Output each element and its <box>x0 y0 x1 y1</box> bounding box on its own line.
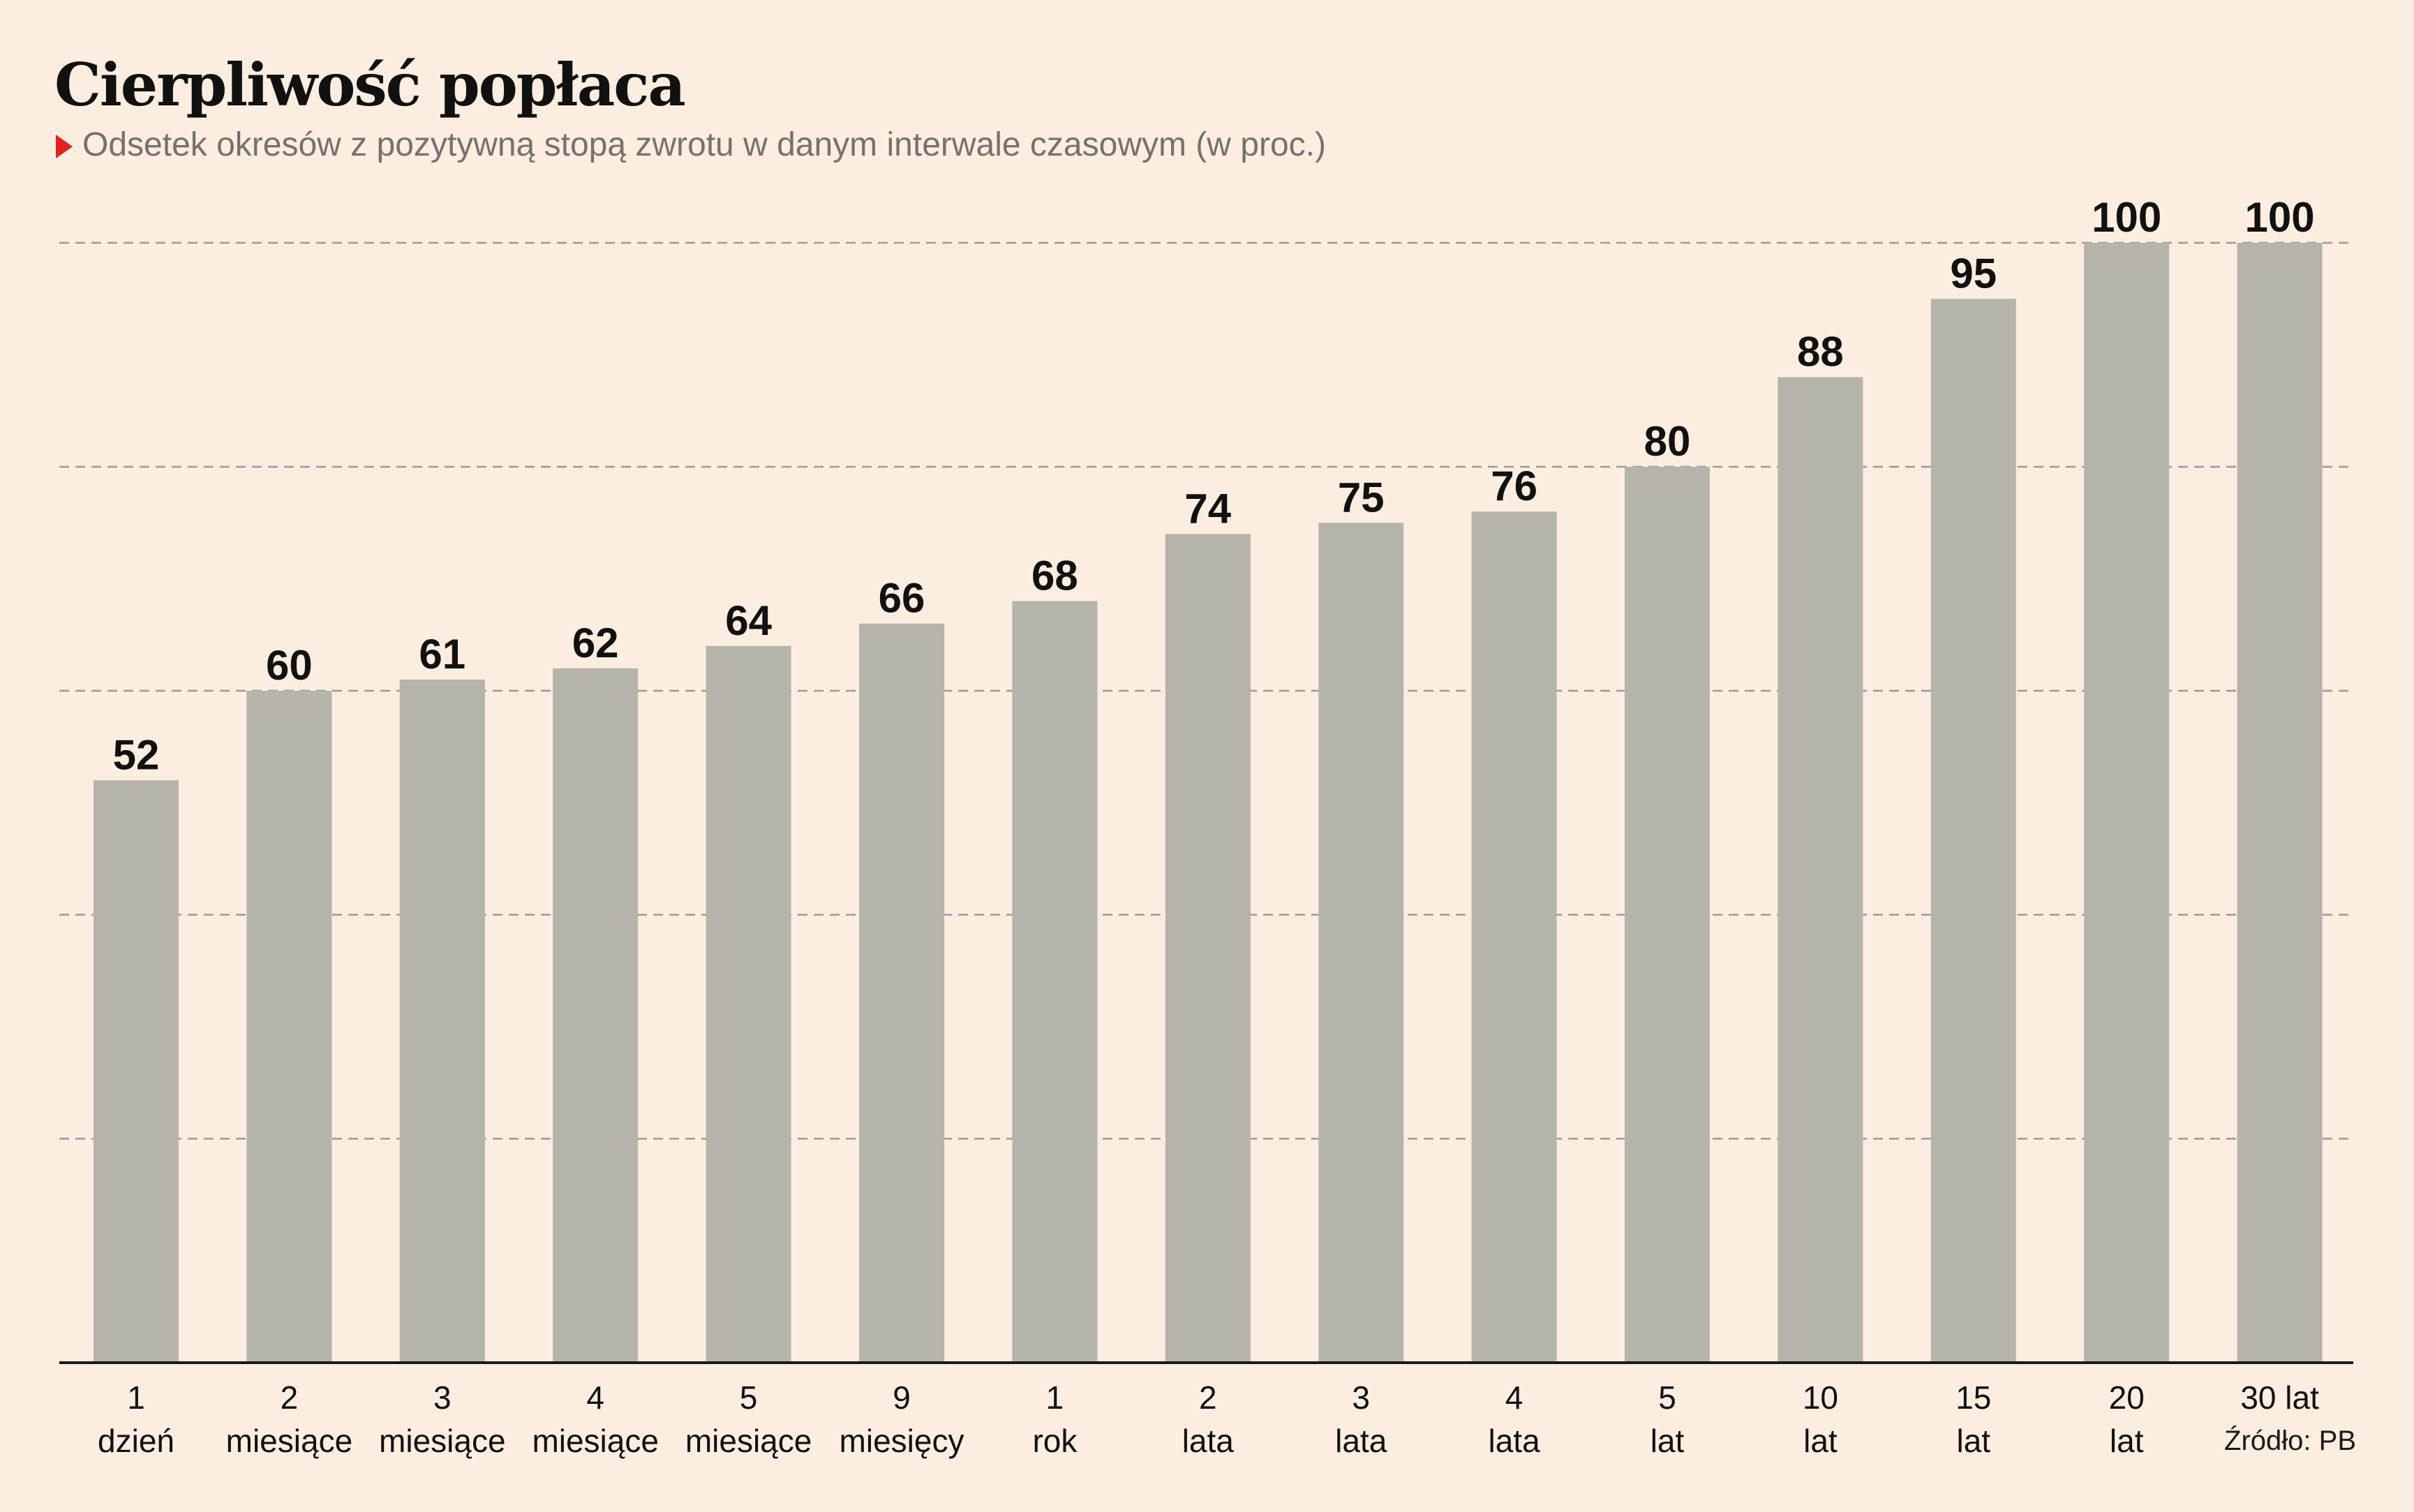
value-label-1: 60 <box>266 642 313 689</box>
category-label-9: 4 lata <box>1489 1379 1541 1459</box>
category-label-5: 9 miesięcy <box>840 1379 964 1459</box>
category-label-1-line-1: miesiące <box>226 1423 353 1459</box>
chart-subtitle-text: Odsetek okresów z pozytywną stopą zwrotu… <box>82 126 1326 163</box>
category-label-0-line-0: 1 <box>127 1379 145 1416</box>
category-label-2: 3 miesiące <box>379 1379 506 1459</box>
category-label-4: 5 miesiące <box>685 1379 812 1459</box>
category-label-5-line-1: miesięcy <box>840 1423 964 1459</box>
category-label-3-line-1: miesiące <box>532 1423 659 1459</box>
category-label-4-line-0: 5 <box>740 1379 758 1416</box>
value-label-2: 61 <box>419 631 465 678</box>
category-label-0-line-1: dzień <box>98 1423 174 1459</box>
source-note: Źródło: PB <box>2224 1425 2356 1456</box>
bar-11 <box>1778 377 1863 1363</box>
category-label-11-line-1: lat <box>1803 1423 1838 1459</box>
category-label-2-line-1: miesiące <box>379 1423 506 1459</box>
value-labels: 52 60 61 62 64 66 68 74 75 76 80 88 95 100 100 <box>113 194 2315 778</box>
bar-13 <box>2084 243 2170 1363</box>
value-label-14: 100 <box>2245 194 2315 241</box>
category-label-1: 2 miesiące <box>226 1379 353 1459</box>
category-label-7-line-1: lata <box>1182 1423 1235 1459</box>
value-label-13: 100 <box>2092 194 2161 241</box>
category-label-14-line-0: 30 lat <box>2240 1379 2319 1416</box>
category-label-4-line-1: miesiące <box>685 1423 812 1459</box>
bar-12 <box>1930 299 2016 1363</box>
category-label-6: 1 rok <box>1032 1379 1078 1459</box>
bar-3 <box>553 668 639 1363</box>
category-label-6-line-0: 1 <box>1046 1379 1064 1416</box>
bar-10 <box>1625 467 1710 1363</box>
category-label-8-line-0: 3 <box>1352 1379 1370 1416</box>
category-label-7: 2 lata <box>1182 1379 1235 1459</box>
value-label-12: 95 <box>1950 250 1997 297</box>
category-label-14: 30 lat <box>2240 1379 2319 1416</box>
value-label-11: 88 <box>1797 329 1844 375</box>
bar-4 <box>706 645 791 1363</box>
category-label-12-line-0: 15 <box>1955 1379 1991 1416</box>
category-label-0: 1 dzień <box>98 1379 174 1459</box>
category-label-13-line-1: lat <box>2110 1423 2144 1459</box>
bar-5 <box>859 623 944 1363</box>
value-label-6: 68 <box>1031 553 1078 599</box>
category-label-13: 20 lat <box>2109 1379 2145 1459</box>
category-label-8: 3 lata <box>1335 1379 1387 1459</box>
category-label-6-line-1: rok <box>1032 1423 1078 1459</box>
value-label-9: 76 <box>1491 463 1537 509</box>
chart-title: Cierpliwość popłaca <box>54 50 686 119</box>
value-label-0: 52 <box>113 731 160 778</box>
category-label-9-line-1: lata <box>1489 1423 1541 1459</box>
category-label-1-line-0: 2 <box>281 1379 299 1416</box>
category-label-8-line-1: lata <box>1335 1423 1387 1459</box>
bar-0 <box>94 780 179 1363</box>
value-label-7: 74 <box>1184 485 1231 532</box>
category-label-3-line-0: 4 <box>586 1379 604 1416</box>
category-label-9-line-0: 4 <box>1505 1379 1523 1416</box>
red-triangle-marker-icon <box>56 135 73 158</box>
value-label-4: 64 <box>725 597 772 644</box>
category-labels: 1 dzień 2 miesiące 3 miesiące 4 miesiące 5 miesią… <box>98 1379 2319 1459</box>
category-label-10-line-1: lat <box>1651 1423 1685 1459</box>
bar-6 <box>1012 601 1098 1363</box>
chart-subtitle: Odsetek okresów z pozytywną stopą zwrotu… <box>56 124 1326 166</box>
value-label-3: 62 <box>572 620 619 666</box>
bar-1 <box>246 691 332 1363</box>
category-label-10-line-0: 5 <box>1658 1379 1676 1416</box>
category-label-2-line-0: 3 <box>433 1379 452 1416</box>
category-label-13-line-0: 20 <box>2109 1379 2145 1416</box>
category-label-11: 10 lat <box>1803 1379 1838 1459</box>
bars <box>94 243 2323 1363</box>
bar-14 <box>2237 243 2323 1363</box>
category-label-5-line-0: 9 <box>893 1379 911 1416</box>
category-label-11-line-0: 10 <box>1803 1379 1838 1416</box>
value-label-10: 80 <box>1644 418 1691 465</box>
bar-2 <box>399 679 485 1363</box>
category-label-10: 5 lat <box>1651 1379 1685 1459</box>
bar-8 <box>1318 523 1404 1363</box>
category-label-7-line-0: 2 <box>1199 1379 1217 1416</box>
value-label-5: 66 <box>879 575 925 622</box>
bar-9 <box>1471 511 1557 1363</box>
category-label-12-line-1: lat <box>1957 1423 1991 1459</box>
bar-7 <box>1165 534 1251 1363</box>
category-label-12: 15 lat <box>1955 1379 1991 1459</box>
value-label-8: 75 <box>1338 474 1385 521</box>
category-label-3: 4 miesiące <box>532 1379 659 1459</box>
